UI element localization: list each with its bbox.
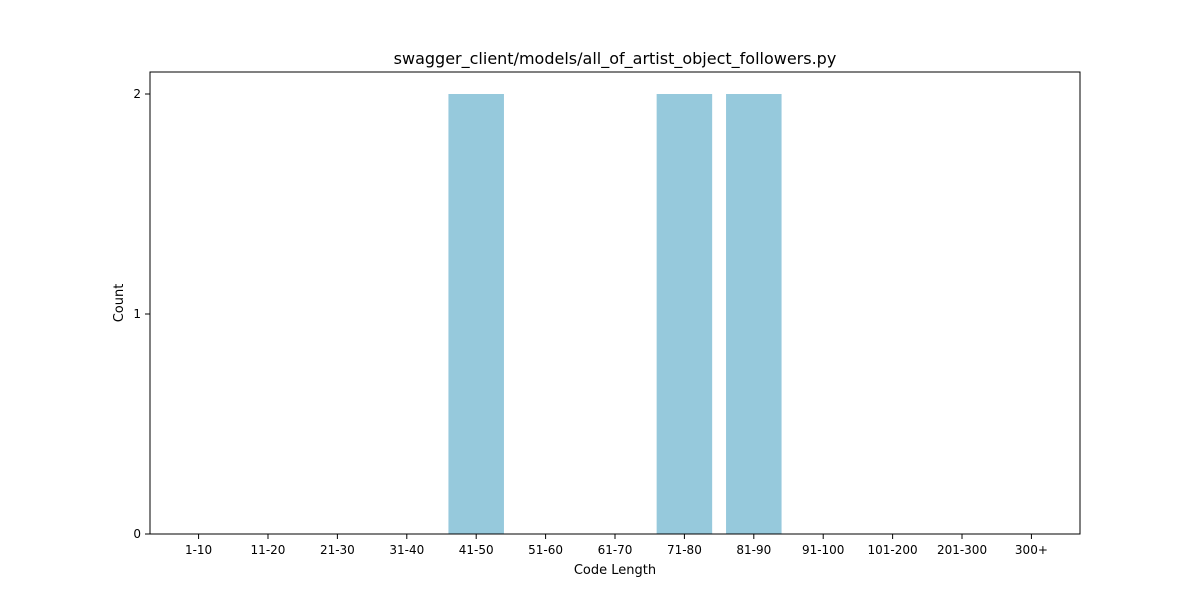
x-tick-label: 31-40 (389, 543, 424, 557)
x-tick-label: 41-50 (459, 543, 494, 557)
chart-title: swagger_client/models/all_of_artist_obje… (394, 49, 837, 69)
x-tick-label: 11-20 (251, 543, 286, 557)
x-tick-label: 61-70 (598, 543, 633, 557)
y-tick-label: 2 (133, 87, 141, 101)
x-tick-label: 91-100 (802, 543, 845, 557)
x-axis: 1-10 11-20 21-30 31-40 41-50 51-60 61-70 71-80 8… (185, 534, 1048, 557)
y-axis-label: Count (112, 284, 127, 323)
x-axis-label: Code Length (574, 563, 656, 578)
y-tick-label: 1 (133, 307, 141, 321)
plot-frame (149, 71, 1081, 535)
x-tick-label: 51-60 (528, 543, 563, 557)
y-tick-label: 0 (133, 527, 141, 541)
x-tick-label: 1-10 (185, 543, 212, 557)
y-axis: 0 1 2 (133, 87, 150, 541)
bar-41-50 (448, 94, 504, 534)
bar-71-80 (656, 94, 713, 534)
x-tick-label: 101-200 (868, 543, 918, 557)
bars-group (448, 94, 782, 534)
x-tick-label: 81-90 (736, 543, 771, 557)
bar-81-90 (726, 94, 782, 534)
x-tick-label: 71-80 (667, 543, 702, 557)
x-tick-label: 21-30 (320, 543, 355, 557)
x-tick-label: 201-300 (937, 543, 987, 557)
x-tick-label: 300+ (1015, 543, 1048, 557)
